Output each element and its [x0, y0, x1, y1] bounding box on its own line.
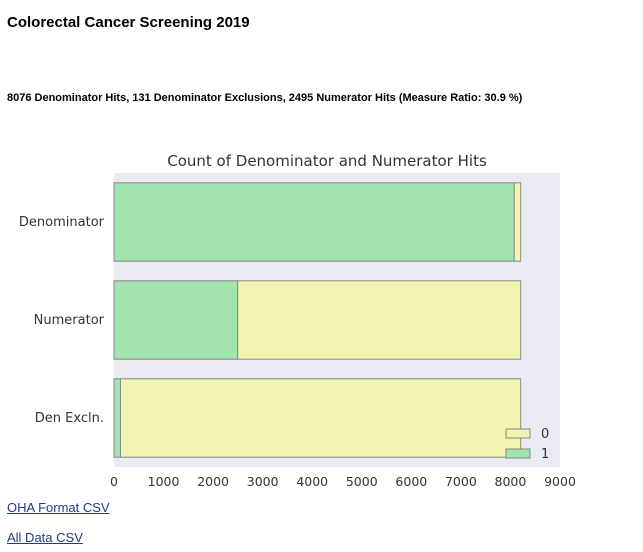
legend-swatch-1: [506, 449, 530, 458]
oha-format-csv-link[interactable]: OHA Format CSV: [7, 500, 110, 515]
x-tick-label: 3000: [247, 474, 279, 489]
x-tick-label: 9000: [544, 474, 576, 489]
x-tick-label: 2000: [197, 474, 229, 489]
y-tick-label: Numerator: [34, 313, 105, 328]
bar-den-excln-series-0: [120, 379, 520, 457]
page-title: Colorectal Cancer Screening 2019: [7, 14, 250, 31]
legend-label-1: 1: [541, 447, 549, 462]
x-tick-label: 0: [110, 474, 118, 489]
chart-title: Count of Denominator and Numerator Hits: [167, 152, 487, 170]
measure-summary: 8076 Denominator Hits, 131 Denominator E…: [7, 92, 522, 104]
bar-denominator-series-1: [114, 183, 514, 261]
bar-numerator-series-1: [114, 281, 238, 359]
y-tick-label: Denominator: [19, 215, 105, 230]
y-tick-label: Den Excln.: [35, 411, 104, 426]
legend-label-0: 0: [541, 427, 549, 442]
x-tick-label: 7000: [445, 474, 477, 489]
hits-bar-chart: Count of Denominator and Numerator Hits D…: [0, 145, 600, 490]
x-tick-label: 6000: [395, 474, 427, 489]
all-data-csv-link[interactable]: All Data CSV: [7, 530, 83, 545]
bar-denominator-series-0: [514, 183, 520, 261]
x-tick-label: 4000: [296, 474, 328, 489]
x-tick-label: 8000: [495, 474, 527, 489]
legend-swatch-0: [506, 429, 530, 438]
bar-numerator-series-0: [238, 281, 521, 359]
bar-den-excln-series-1: [114, 379, 120, 457]
x-tick-label: 1000: [148, 474, 180, 489]
x-tick-label: 5000: [346, 474, 378, 489]
